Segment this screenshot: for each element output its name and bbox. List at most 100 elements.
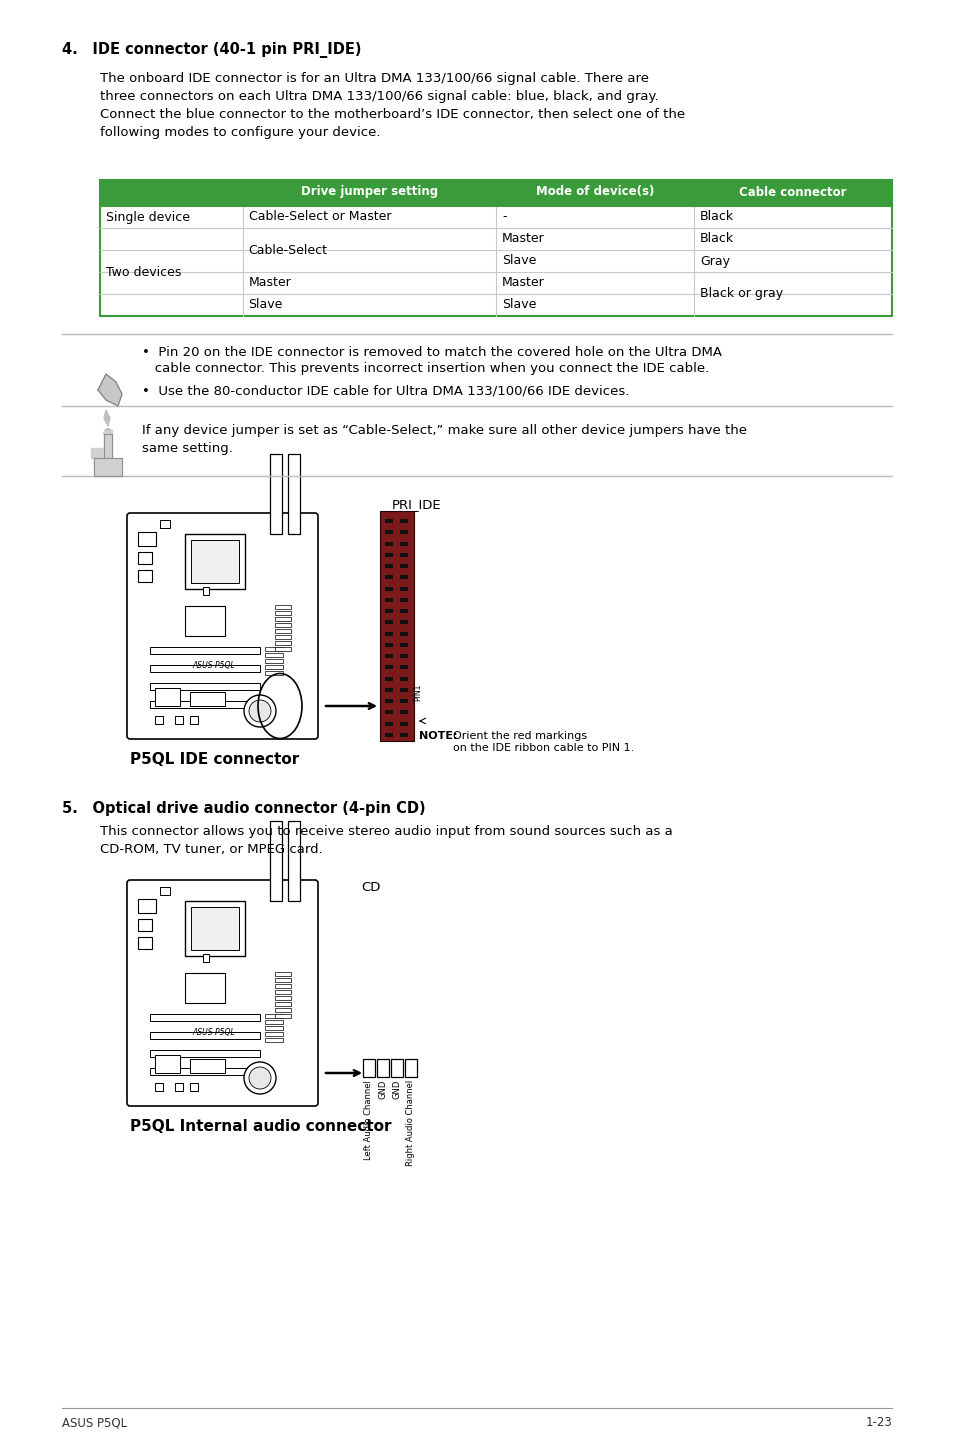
FancyBboxPatch shape — [127, 513, 317, 739]
Text: Black: Black — [700, 233, 734, 246]
Bar — [274, 628, 291, 633]
Circle shape — [249, 1067, 271, 1089]
Bar — [191, 907, 239, 951]
Bar — [385, 631, 393, 636]
Bar — [185, 974, 225, 1002]
Bar — [385, 643, 393, 647]
Bar — [150, 1032, 260, 1040]
Text: ASUS P5QL: ASUS P5QL — [192, 661, 234, 670]
Polygon shape — [97, 449, 103, 457]
Text: Mode of device(s): Mode of device(s) — [536, 186, 654, 198]
Bar — [385, 733, 393, 738]
Bar — [274, 978, 291, 982]
Bar — [274, 617, 291, 621]
Bar — [385, 531, 393, 535]
Bar — [150, 647, 260, 654]
Bar — [399, 687, 408, 692]
Bar — [150, 700, 260, 707]
Polygon shape — [104, 434, 112, 457]
Circle shape — [244, 695, 275, 728]
Bar — [385, 542, 393, 545]
Bar — [288, 454, 299, 533]
Bar — [191, 541, 239, 582]
Bar — [399, 666, 408, 670]
Text: Cable connector: Cable connector — [739, 186, 846, 198]
Bar — [363, 1058, 375, 1077]
Bar — [399, 542, 408, 545]
Bar — [190, 716, 198, 723]
Bar — [160, 887, 170, 894]
Bar — [190, 1083, 198, 1091]
Bar — [391, 1058, 402, 1077]
Text: cable connector. This prevents incorrect insertion when you connect the IDE cabl: cable connector. This prevents incorrect… — [142, 362, 708, 375]
Bar — [274, 611, 291, 615]
Bar — [399, 552, 408, 557]
Bar — [270, 454, 282, 533]
Bar — [274, 1008, 291, 1012]
Bar — [385, 677, 393, 680]
Text: NOTE:: NOTE: — [418, 731, 457, 741]
Text: Cable-Select: Cable-Select — [249, 243, 327, 256]
Text: Right Audio Channel: Right Audio Channel — [406, 1080, 416, 1166]
Bar — [385, 575, 393, 580]
Bar — [385, 587, 393, 591]
Bar — [174, 1083, 183, 1091]
Bar — [203, 953, 209, 962]
Bar — [399, 654, 408, 659]
Text: PIN1: PIN1 — [413, 683, 422, 700]
Bar — [265, 1025, 283, 1030]
Bar — [274, 641, 291, 646]
Bar — [274, 647, 291, 651]
Bar — [265, 659, 283, 663]
Text: Left Audio Channel: Left Audio Channel — [364, 1080, 374, 1160]
Bar — [399, 710, 408, 715]
Bar — [100, 180, 891, 206]
Bar — [399, 722, 408, 726]
Bar — [399, 575, 408, 580]
Bar — [265, 1014, 283, 1018]
Bar — [385, 654, 393, 659]
Bar — [385, 552, 393, 557]
Text: Drive jumper setting: Drive jumper setting — [300, 186, 437, 198]
Bar — [138, 532, 156, 546]
Bar — [154, 716, 163, 723]
Bar — [399, 699, 408, 703]
Bar — [190, 692, 225, 706]
Bar — [405, 1058, 416, 1077]
Circle shape — [244, 1063, 275, 1094]
Bar — [288, 821, 299, 902]
Bar — [399, 531, 408, 535]
Bar — [385, 666, 393, 670]
Text: 1-23: 1-23 — [864, 1416, 891, 1429]
Text: Single device: Single device — [106, 210, 190, 223]
Bar — [274, 997, 291, 999]
Polygon shape — [104, 410, 110, 426]
Bar — [376, 1058, 389, 1077]
Text: Black or gray: Black or gray — [700, 288, 782, 301]
Bar — [190, 1058, 225, 1073]
Bar — [399, 598, 408, 603]
Bar — [399, 677, 408, 680]
Bar — [174, 716, 183, 723]
Text: Gray: Gray — [700, 255, 729, 267]
Bar — [185, 902, 245, 956]
Bar — [150, 664, 260, 672]
Bar — [274, 989, 291, 994]
Bar — [274, 636, 291, 638]
Text: Master: Master — [501, 276, 544, 289]
Polygon shape — [94, 457, 122, 476]
Bar — [150, 683, 260, 690]
Text: Black: Black — [700, 210, 734, 223]
Text: 5. Optical drive audio connector (4-pin CD): 5. Optical drive audio connector (4-pin … — [62, 801, 425, 815]
Text: ASUS P5QL: ASUS P5QL — [192, 1028, 234, 1037]
Bar — [274, 623, 291, 627]
Bar — [265, 1038, 283, 1043]
Bar — [265, 653, 283, 657]
Bar — [150, 1068, 260, 1076]
Bar — [385, 519, 393, 523]
Bar — [274, 1002, 291, 1007]
Text: GND: GND — [378, 1080, 387, 1100]
Bar — [138, 569, 152, 582]
Bar — [399, 610, 408, 613]
Text: Slave: Slave — [501, 299, 536, 312]
